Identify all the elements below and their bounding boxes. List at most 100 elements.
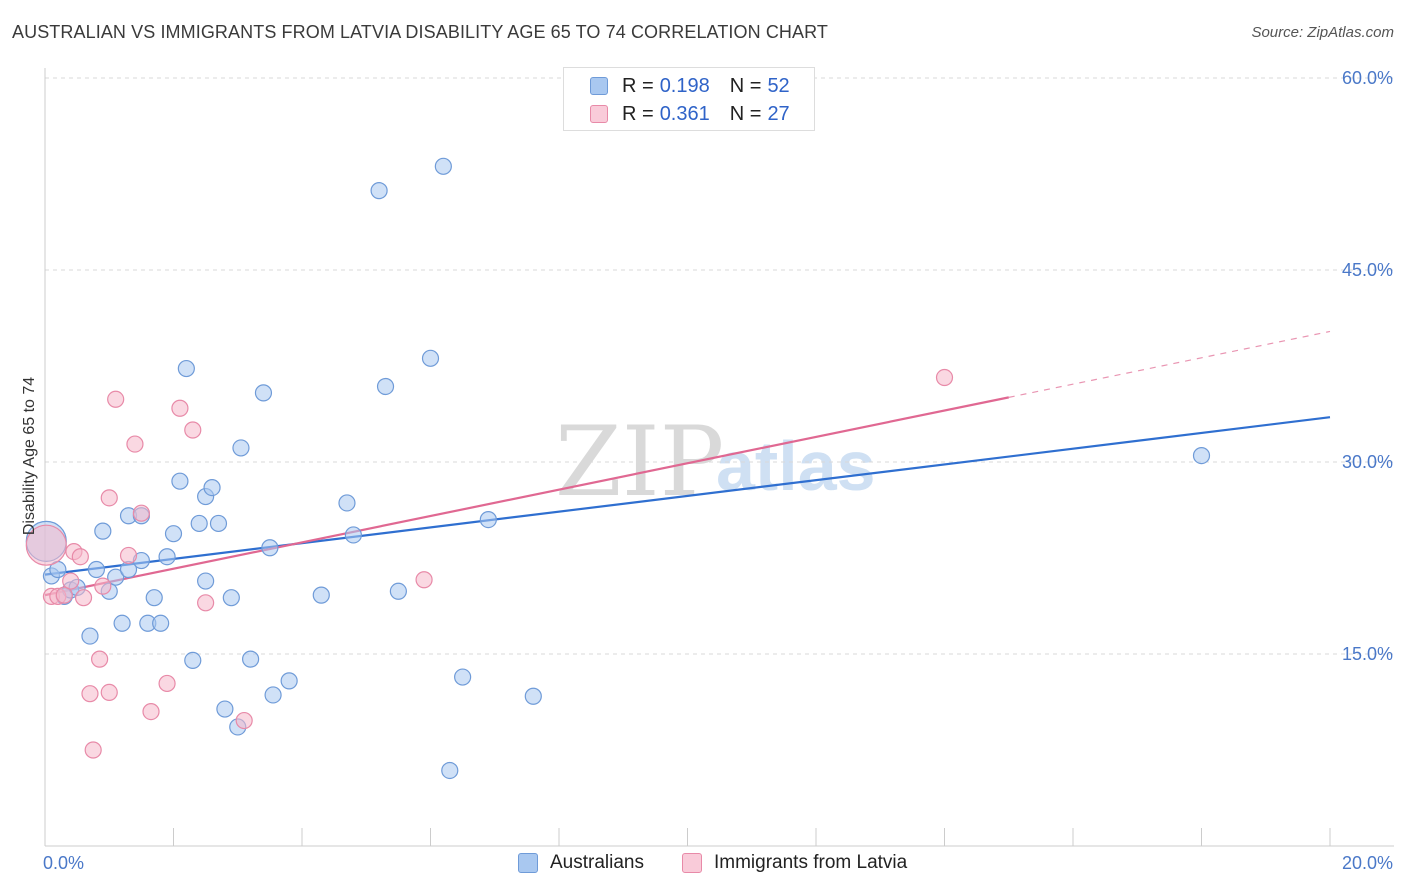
point-australians (280, 672, 298, 690)
point-latvia (197, 594, 215, 612)
point-australians (232, 439, 250, 457)
legend-n-label: N = (729, 74, 762, 97)
point-australians (261, 539, 279, 557)
legend-r-value: 0.198 (659, 74, 710, 97)
point-latvia (62, 572, 80, 590)
point-latvia (81, 685, 99, 703)
point-australians (370, 182, 388, 200)
x-tick-label: 0.0% (43, 853, 84, 873)
y-tick-label: 45.0% (1342, 260, 1393, 280)
legend-swatch-blue (518, 853, 538, 873)
data-points (25, 157, 1211, 780)
point-latvia (84, 741, 102, 759)
point-australians (94, 522, 112, 540)
point-australians (177, 359, 195, 378)
point-latvia (71, 548, 89, 566)
point-australians (254, 384, 273, 402)
watermark: ZIP atlas (555, 406, 876, 518)
point-latvia (235, 711, 253, 730)
point-australians (164, 525, 183, 543)
point-australians (113, 614, 131, 632)
point-australians (441, 761, 459, 780)
legend-swatch-blue (590, 77, 608, 95)
point-australians (152, 614, 170, 632)
axes (44, 68, 1394, 847)
y-axis-label: Disability Age 65 to 74 (21, 377, 38, 535)
point-australians (434, 157, 452, 175)
point-australians (184, 651, 202, 670)
legend-n-value: 52 (767, 74, 790, 97)
point-latvia (119, 546, 138, 565)
point-australians (338, 494, 356, 512)
legend-item-latvia[interactable]: Immigrants from Latvia (682, 852, 907, 874)
legend-label-latvia: Immigrants from Latvia (714, 852, 908, 873)
y-tick-label: 60.0% (1342, 68, 1393, 88)
trend-line-australians (44, 416, 1331, 576)
legend-n-label: N = (729, 102, 762, 125)
point-australians (312, 586, 330, 604)
point-latvia (935, 368, 954, 387)
point-australians (264, 686, 282, 704)
point-australians (222, 589, 240, 607)
point-australians (197, 572, 215, 590)
point-latvia (55, 586, 73, 604)
x-tick-label: 20.0% (1342, 853, 1393, 873)
point-latvia (126, 435, 144, 453)
point-australians (524, 687, 542, 705)
point-latvia (107, 390, 125, 408)
point-australians (454, 668, 472, 686)
series-legend: Australians Immigrants from Latvia (0, 852, 1406, 878)
legend-swatch-pink (590, 105, 608, 123)
point-australians (1192, 447, 1211, 465)
legend-swatch-pink (682, 853, 702, 873)
legend-r-label: R = (622, 74, 654, 97)
legend-r-label: R = (622, 102, 654, 125)
point-latvia (415, 571, 433, 589)
gridlines (45, 77, 1394, 655)
point-latvia (158, 674, 176, 693)
point-latvia (100, 489, 118, 507)
point-australians (81, 627, 99, 645)
point-australians (479, 510, 497, 529)
point-latvia (94, 577, 112, 595)
point-australians (421, 349, 440, 367)
point-australians (216, 700, 234, 718)
point-latvia (171, 399, 189, 417)
point-australians (107, 568, 125, 586)
point-australians (209, 514, 228, 533)
point-latvia (25, 524, 67, 566)
source-label: Source: ZipAtlas.com (1251, 24, 1394, 41)
point-latvia (132, 504, 150, 522)
y-tick-label: 15.0% (1342, 644, 1393, 664)
point-australians (145, 589, 163, 607)
point-australians (389, 582, 407, 600)
legend-row-australians: R = 0.198 N = 52 (590, 74, 790, 98)
legend-n-value: 27 (767, 102, 790, 125)
point-australians (203, 479, 221, 497)
point-latvia (184, 421, 202, 439)
point-australians (190, 514, 208, 533)
point-latvia (74, 589, 93, 607)
y-tick-label: 30.0% (1342, 452, 1393, 472)
trend-line-latvia-extension (1008, 330, 1331, 398)
point-latvia (100, 683, 118, 702)
point-australians (376, 377, 395, 396)
point-australians (171, 472, 189, 490)
chart-title: AUSTRALIAN VS IMMIGRANTS FROM LATVIA DIS… (12, 22, 828, 42)
stats-legend: R = 0.198 N = 52 R = 0.361 N = 27 (563, 67, 815, 131)
point-australians (242, 650, 260, 668)
point-australians (344, 526, 362, 544)
legend-r-value: 0.361 (659, 102, 710, 125)
legend-label-australians: Australians (550, 852, 644, 873)
trend-line-latvia (44, 396, 1009, 597)
point-australians (158, 548, 176, 566)
point-australians (87, 560, 106, 579)
watermark-atlas: atlas (716, 427, 876, 505)
legend-row-latvia: R = 0.361 N = 27 (590, 102, 790, 126)
tick-labels: 15.0% 30.0% 45.0% 60.0% 0.0% 20.0% (43, 68, 1393, 873)
legend-item-australians[interactable]: Australians (518, 852, 644, 874)
point-latvia (142, 702, 160, 721)
trend-lines (44, 330, 1331, 597)
point-latvia (91, 650, 109, 668)
